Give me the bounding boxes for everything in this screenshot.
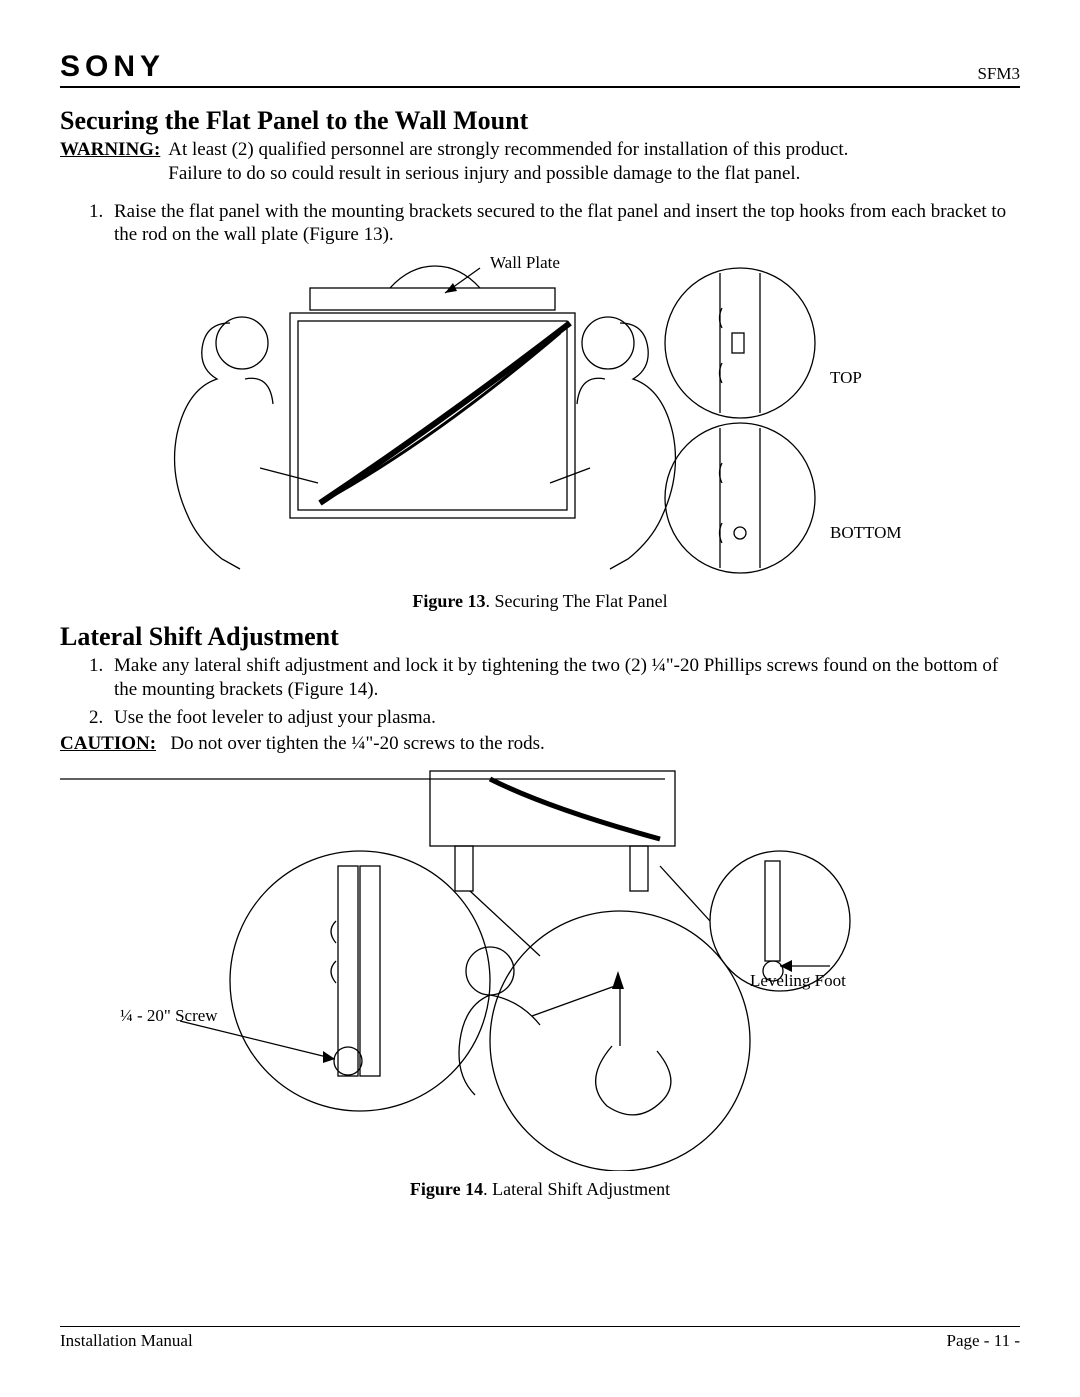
model-code: SFM3 <box>977 64 1020 84</box>
figure14-caption-rest: . Lateral Shift Adjustment <box>483 1179 670 1199</box>
section1-step1: Raise the flat panel with the mounting b… <box>108 200 1020 248</box>
section1-title: Securing the Flat Panel to the Wall Moun… <box>60 106 1020 136</box>
figure13-caption: Figure 13. Securing The Flat Panel <box>60 591 1020 612</box>
footer-right: Page - 11 - <box>947 1331 1021 1351</box>
figure14-caption-bold: Figure 14 <box>410 1179 483 1199</box>
fig13-label-top: TOP <box>830 368 862 388</box>
section2-step1: Make any lateral shift adjustment and lo… <box>108 654 1020 702</box>
caution-block: CAUTION: Do not over tighten the ¼"-20 s… <box>60 733 1020 755</box>
figure13-caption-bold: Figure 13 <box>412 591 485 611</box>
figure-14: ¼ - 20" Screw Leveling Foot <box>60 761 1020 1171</box>
fig13-label-bottom: BOTTOM <box>830 523 901 543</box>
section2-step2: Use the foot leveler to adjust your plas… <box>108 706 1020 730</box>
figure13-caption-rest: . Securing The Flat Panel <box>486 591 668 611</box>
fig13-label-wallplate: Wall Plate <box>490 253 560 273</box>
fig14-label-screw: ¼ - 20" Screw <box>120 1006 218 1026</box>
warning-block: WARNING: At least (2) qualified personne… <box>60 138 1020 186</box>
section2-steps: Make any lateral shift adjustment and lo… <box>60 654 1020 729</box>
footer-left: Installation Manual <box>60 1331 193 1351</box>
caution-label: CAUTION: <box>60 733 156 754</box>
section2-title: Lateral Shift Adjustment <box>60 622 1020 652</box>
page-footer: Installation Manual Page - 11 - <box>60 1326 1020 1351</box>
figure-13: Wall Plate TOP BOTTOM <box>60 253 1020 583</box>
page-header: SONY SFM3 <box>60 50 1020 88</box>
warning-label: WARNING: <box>60 139 160 160</box>
warning-line2: Failure to do so could result in serious… <box>168 163 800 184</box>
brand-logo: SONY <box>60 50 165 84</box>
warning-line1: At least (2) qualified personnel are str… <box>168 139 848 160</box>
section1-steps: Raise the flat panel with the mounting b… <box>60 200 1020 248</box>
figure-14-svg <box>60 761 1020 1171</box>
fig14-label-foot: Leveling Foot <box>750 971 846 991</box>
caution-text: Do not over tighten the ¼"-20 screws to … <box>170 733 545 754</box>
figure14-caption: Figure 14. Lateral Shift Adjustment <box>60 1179 1020 1200</box>
